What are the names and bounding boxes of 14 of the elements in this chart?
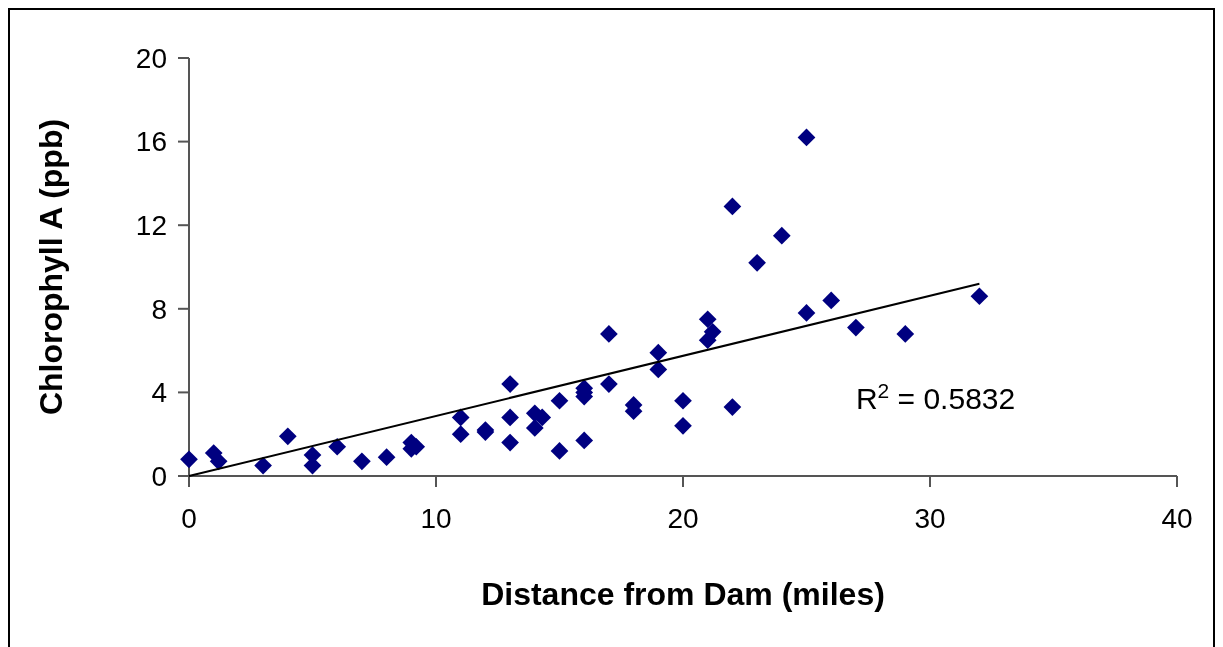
- y-tick-label: 16: [135, 126, 167, 158]
- y-tick-label: 0: [151, 460, 167, 492]
- x-tick-label: 10: [420, 503, 452, 534]
- y-tick-label: 8: [151, 293, 167, 325]
- x-tick-label: 30: [914, 503, 946, 534]
- y-axis-title: Chlorophyll A (ppb): [33, 118, 69, 416]
- annotation: R$^{2}$ = 0.5832: [855, 378, 1016, 416]
- x-tick-label: 40: [1161, 503, 1193, 534]
- x-tick-label: 0: [181, 503, 197, 534]
- y-tick-label: 20: [135, 42, 167, 74]
- x-tick-label: 20: [667, 503, 699, 534]
- y-tick-label: 4: [151, 377, 167, 409]
- y-tick-label: 12: [135, 210, 167, 241]
- x-axis-title: Distance from Dam (miles): [481, 576, 885, 612]
